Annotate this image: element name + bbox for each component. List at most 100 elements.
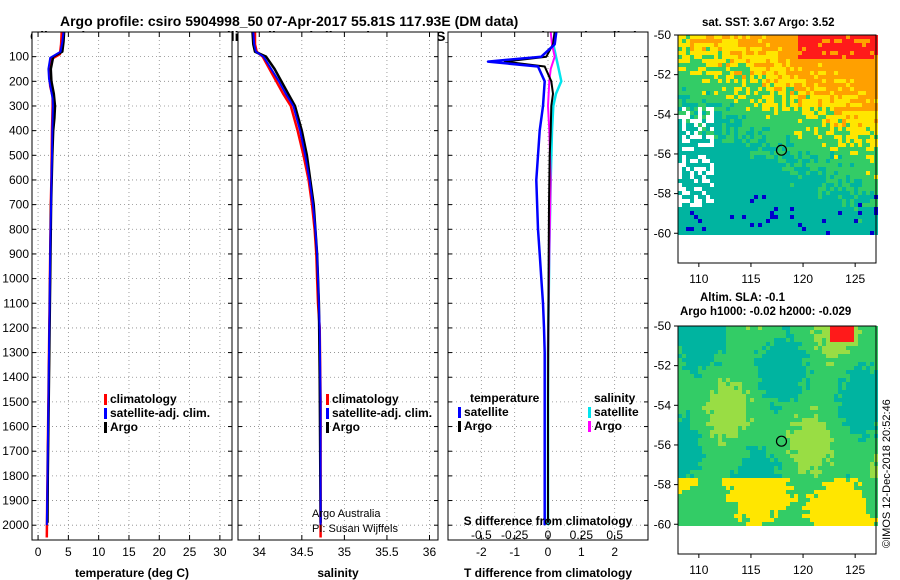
map-cell [762, 442, 766, 446]
map-cell [734, 430, 738, 434]
map-cell [734, 370, 738, 374]
map-cell [718, 338, 722, 342]
map-cell [854, 183, 858, 187]
map-cell [802, 103, 806, 107]
map-cell [706, 414, 710, 418]
map-cell [718, 482, 722, 486]
map-cell [706, 338, 710, 342]
map-cell [746, 187, 750, 191]
map-cell [838, 442, 842, 446]
map-cell [730, 219, 734, 223]
map-cell [714, 474, 718, 478]
map-cell [778, 494, 782, 498]
map-cell [678, 231, 682, 235]
map-cell [846, 191, 850, 195]
s-axis-title: S difference from climatology [464, 514, 633, 528]
map-cell [762, 43, 766, 47]
map-cell [706, 219, 710, 223]
map-cell [830, 370, 834, 374]
map-cell [802, 442, 806, 446]
map-cell [702, 207, 706, 211]
map-cell [750, 410, 754, 414]
map-cell [806, 454, 810, 458]
map-cell [790, 338, 794, 342]
legend-label: satellite-adj. clim. [110, 406, 210, 420]
map-cell [830, 378, 834, 382]
map-cell [698, 450, 702, 454]
map-cell [846, 79, 850, 83]
map-cell [782, 147, 786, 151]
map-cell [746, 111, 750, 115]
map-cell [830, 139, 834, 143]
map-cell [870, 191, 874, 195]
map-cell [730, 123, 734, 127]
map-cell [798, 342, 802, 346]
map-cell [730, 127, 734, 131]
map-cell [678, 438, 682, 442]
map-cell [694, 354, 698, 358]
map-cell [698, 446, 702, 450]
map-cell [754, 39, 758, 43]
map-cell [746, 478, 750, 482]
map-cell [778, 478, 782, 482]
map-cell [682, 159, 686, 163]
map-cell [786, 382, 790, 386]
map-cell [854, 131, 858, 135]
map-cell [738, 127, 742, 131]
map-cell [830, 338, 834, 342]
map-cell [762, 107, 766, 111]
map-cell [866, 63, 870, 67]
map-cell [810, 482, 814, 486]
map-cell [802, 59, 806, 63]
map-cell [686, 167, 690, 171]
map-cell [694, 43, 698, 47]
map-cell [710, 406, 714, 410]
map-cell [826, 350, 830, 354]
map-cell [762, 410, 766, 414]
map-cell [714, 143, 718, 147]
map-cell [806, 338, 810, 342]
map-cell [742, 223, 746, 227]
map-cell [750, 362, 754, 366]
map-cell [818, 478, 822, 482]
map-cell [846, 418, 850, 422]
map-cell [734, 111, 738, 115]
map-cell [710, 446, 714, 450]
map-cell [766, 486, 770, 490]
map-cell [870, 183, 874, 187]
map-cell [770, 211, 774, 215]
map-cell [774, 163, 778, 167]
map-cell [810, 107, 814, 111]
map-cell [850, 127, 854, 131]
map-cell [746, 171, 750, 175]
map-cell [750, 187, 754, 191]
map-cell [862, 175, 866, 179]
map-cell [838, 71, 842, 75]
map-cell [722, 131, 726, 135]
map-cell [690, 111, 694, 115]
map-cell [686, 179, 690, 183]
map-cell [686, 410, 690, 414]
map-cell [742, 382, 746, 386]
map-cell [702, 135, 706, 139]
map-cell [838, 143, 842, 147]
map-cells [678, 326, 878, 526]
map-cell [818, 358, 822, 362]
map-cell [798, 51, 802, 55]
map-cell [814, 454, 818, 458]
map-cell [790, 223, 794, 227]
map-cell [862, 474, 866, 478]
map-cell [786, 167, 790, 171]
map-cell [810, 342, 814, 346]
map-cell [854, 155, 858, 159]
map-cell [858, 414, 862, 418]
map-cell [710, 163, 714, 167]
map-cell [714, 87, 718, 91]
map-cell [726, 107, 730, 111]
map-cell [862, 466, 866, 470]
map-cell [862, 398, 866, 402]
map-cell [718, 119, 722, 123]
map-cell [846, 199, 850, 203]
map-cell [758, 442, 762, 446]
map-cell [714, 438, 718, 442]
